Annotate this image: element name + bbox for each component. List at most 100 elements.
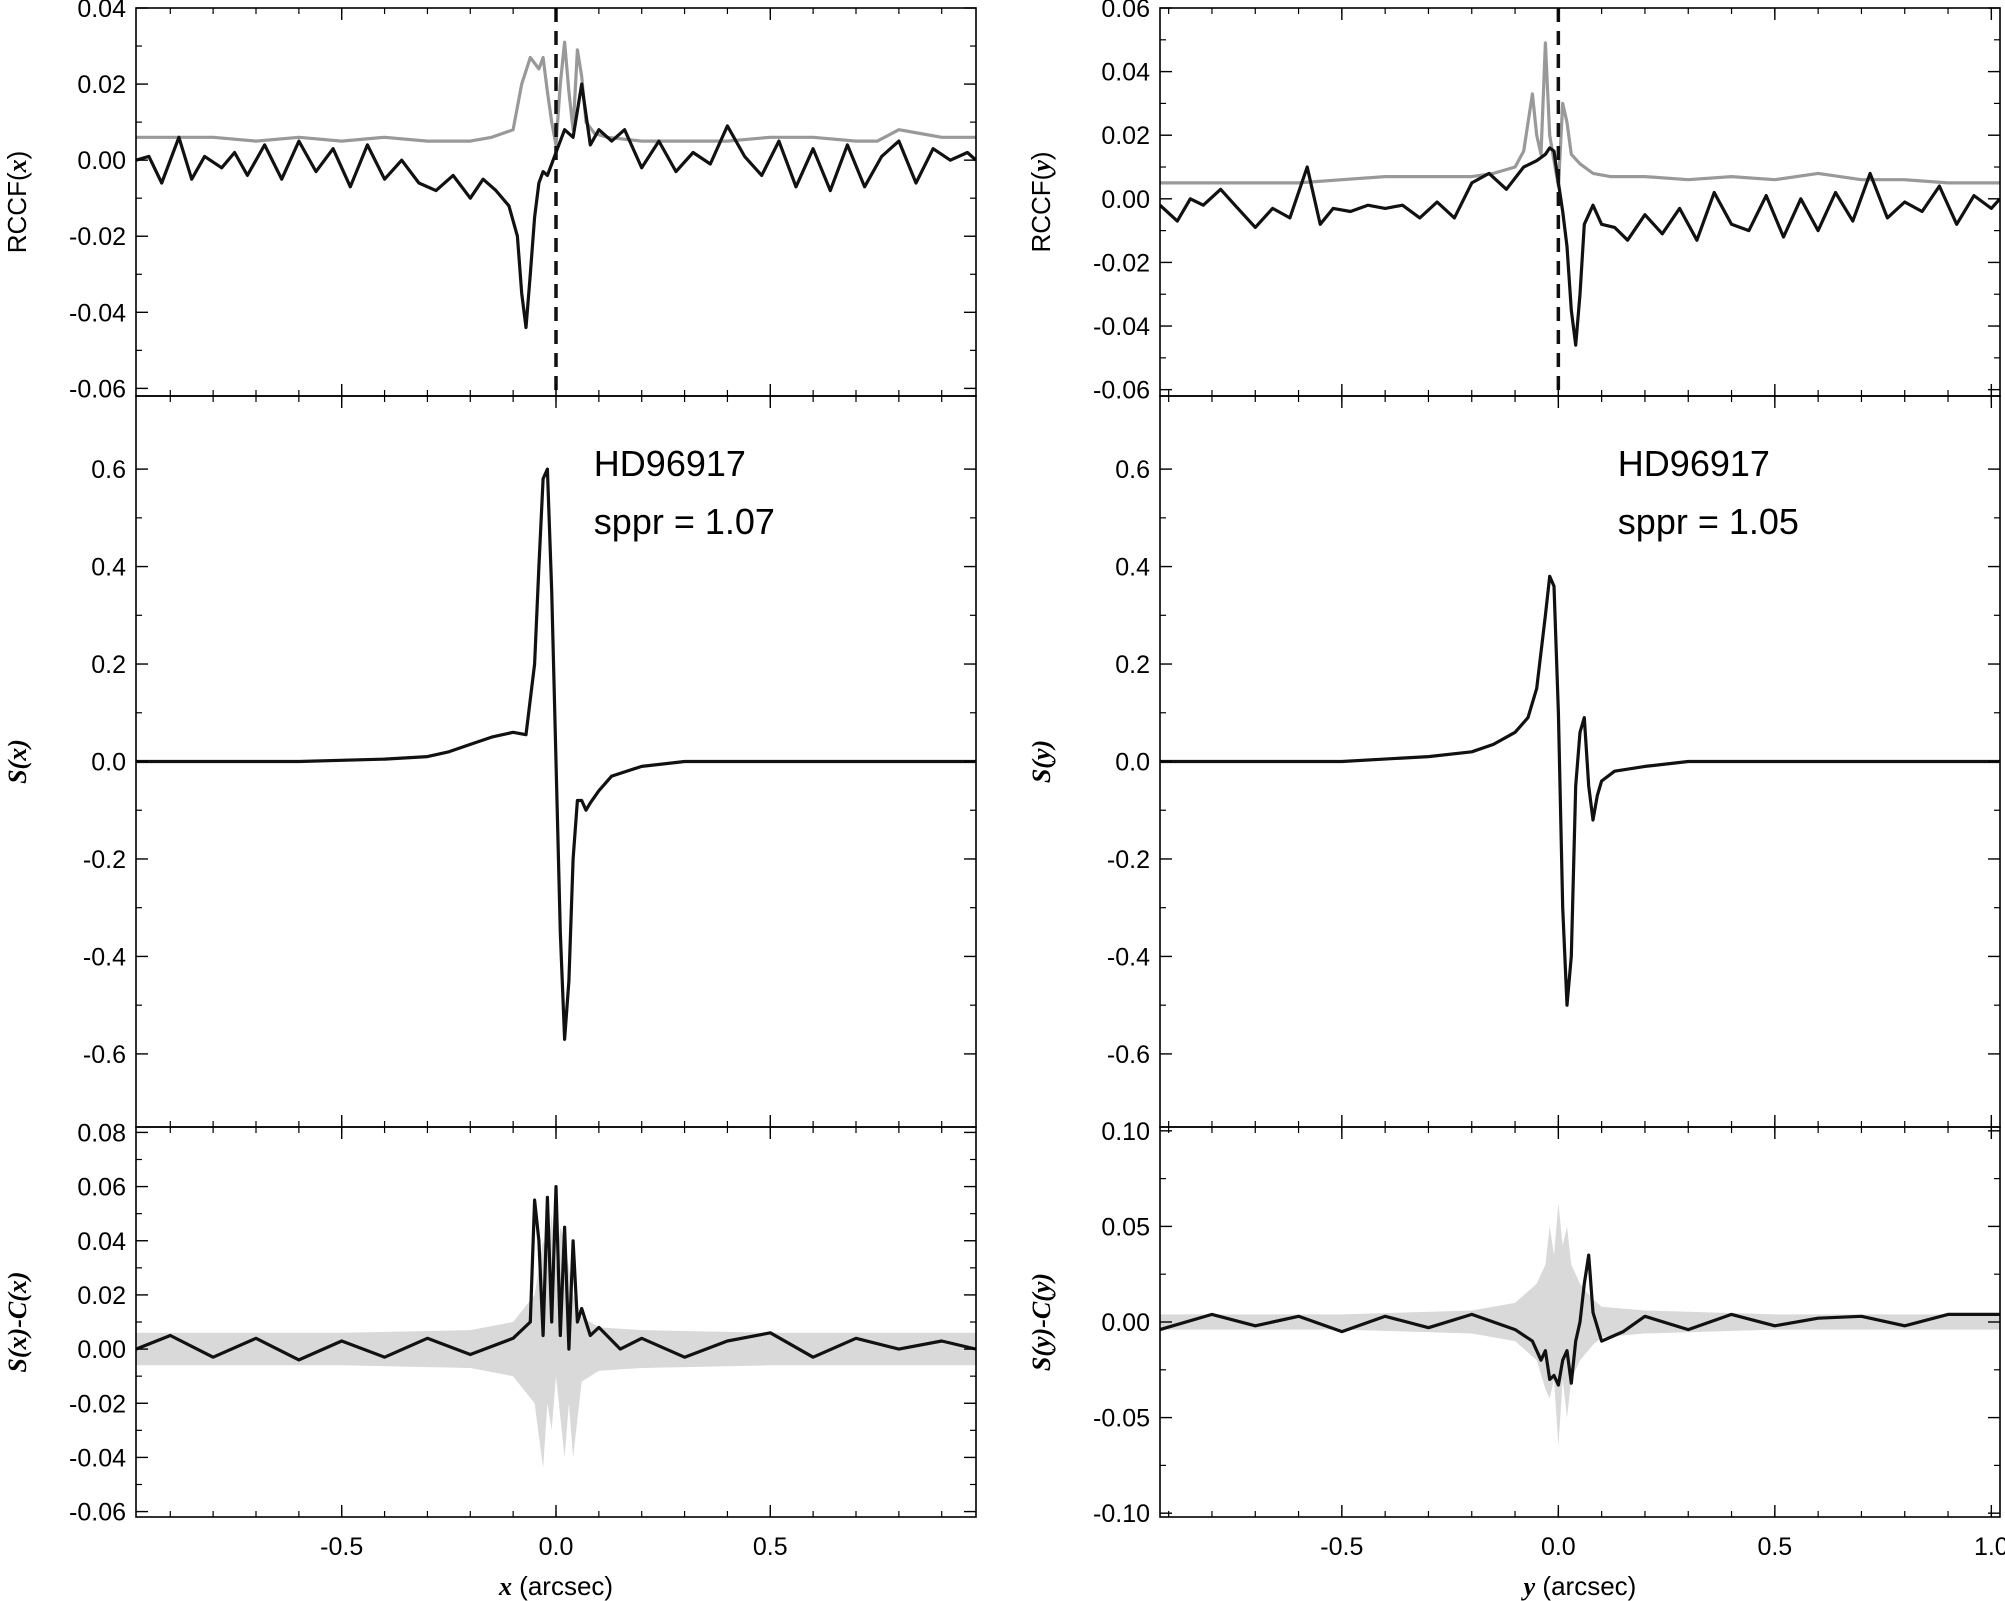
ylabel-suffix: ): [1026, 151, 1056, 160]
xlabel-unit: (arcsec): [512, 1571, 613, 1601]
ytick-label: 0.02: [77, 1282, 126, 1310]
plot-area-rccf-x: [136, 8, 976, 396]
series-line-0: [1160, 41, 2000, 188]
ytick-label: -0.2: [1107, 846, 1150, 874]
ytick-label: -0.04: [69, 1444, 126, 1472]
ylabel-mid: )-C(: [1027, 1291, 1056, 1339]
y-axis-title: S(x): [3, 739, 32, 784]
panel-resid-y: 0.100.050.00-0.05-0.10-0.5 0.0 0.5 1.0S(y)-…: [1027, 1118, 2005, 1601]
ytick-label: -0.02: [69, 1390, 126, 1418]
ylabel-prefix: S(: [3, 1347, 32, 1372]
ytick-label: 0.10: [1101, 1118, 1150, 1146]
ylabel-var: y: [1027, 160, 1056, 175]
y-axis-title: RCCF(x): [2, 151, 32, 254]
ytick-label: 0.02: [77, 71, 126, 99]
panel-rccf-y: 0.06 0.04 0.02 0.00 -0.02 -0.04 -0.06 RCCF(y): [1026, 0, 2001, 405]
x-axis-title: x (arcsec): [498, 1571, 613, 1601]
y-axis-title: S(y): [1027, 740, 1056, 783]
ylabel-var: y: [1027, 1336, 1056, 1351]
ytick-label: -0.04: [1093, 313, 1150, 341]
ytick-label: -0.4: [1107, 943, 1150, 971]
series-line-0: [1160, 574, 2000, 1007]
ytick-label: -0.4: [83, 943, 126, 971]
ytick-label: 0.0: [91, 749, 126, 777]
series-line-0: [136, 40, 976, 147]
ytick-label: 0.06: [1101, 0, 1150, 23]
y-axis-title: S(x)-C(x): [3, 1271, 32, 1372]
x-axis-title: y (arcsec): [1521, 1571, 1637, 1601]
ytick-label: 0.6: [91, 456, 126, 484]
ylabel-var: x: [3, 1336, 32, 1350]
ylabel-suffix: ): [3, 1271, 32, 1282]
ylabel-suffix: ): [1027, 740, 1056, 751]
ytick-label: -0.6: [1107, 1041, 1150, 1069]
panel-rccf-x: 0.04 0.02 0.00 -0.02 -0.04 -0.06 RCCF(x): [2, 0, 977, 403]
ytick-label: -0.02: [1093, 249, 1150, 277]
series-line-0: [136, 467, 976, 1041]
plot-area-resid-y: [1160, 1203, 2000, 1447]
ytick-label: -0.02: [69, 223, 126, 251]
series-line-0: [1160, 1253, 2000, 1387]
ytick-label: -0.06: [69, 375, 126, 403]
ylabel-var2: y: [1027, 1281, 1056, 1296]
ytick-label: 0.08: [77, 1119, 126, 1147]
ytick-label: 0.04: [77, 0, 126, 23]
ytick-label: 0.00: [77, 147, 126, 175]
y-axis-title: RCCF(y): [1026, 151, 1056, 252]
ytick-label: 0.02: [1101, 122, 1150, 150]
ytick-label: -0.10: [1093, 1500, 1150, 1528]
ytick-label: -0.06: [69, 1499, 126, 1527]
annotation-0: HD96917: [1618, 443, 1770, 484]
ylabel-prefix: S(: [1027, 758, 1056, 783]
xlabel-unit: (arcsec): [1535, 1571, 1636, 1601]
ytick-label: 0.0: [1115, 749, 1150, 777]
annotation-1: sppr = 1.07: [594, 501, 775, 542]
xtick-label: 0.0: [539, 1533, 574, 1561]
plot-area-s-y: [1160, 574, 2000, 1007]
ytick-label: 0.04: [1101, 59, 1150, 87]
ylabel-prefix: RCCF(: [2, 172, 32, 253]
ytick-label: 0.4: [91, 554, 126, 582]
panel-s-x: 0.6 0.4 0.2 0.0 -0.2 -0.4 -0.6 S(x) HD96917 sppr …: [3, 395, 977, 1128]
xtick-label: -0.5: [1320, 1533, 1363, 1561]
ytick-label: 0.00: [1101, 186, 1150, 214]
panel-frame: [1159, 7, 2001, 397]
y-axis-title: S(y)-C(y): [1027, 1273, 1056, 1371]
ylabel-var: y: [1027, 748, 1056, 763]
series-line-1: [136, 82, 976, 330]
xtick-label: 0.5: [753, 1533, 788, 1561]
ytick-label: 0.04: [77, 1228, 126, 1256]
ytick-label: 0.4: [1115, 554, 1150, 582]
ylabel-var: x: [3, 159, 32, 173]
plot-area-rccf-y: [1160, 8, 2000, 396]
ytick-label: 0.06: [77, 1174, 126, 1202]
xtick-label: 0.0: [1541, 1533, 1576, 1561]
ytick-label: 0.6: [1115, 456, 1150, 484]
panel-resid-x: 0.08 0.06 0.04 0.02 0.00 -0.02 -0.04 -0.06 -0.5 0…: [3, 1119, 977, 1601]
ylabel-prefix: S(: [1027, 1346, 1056, 1371]
xtick-label: 1.0: [1974, 1533, 2005, 1561]
ytick-label: -0.2: [83, 846, 126, 874]
ytick-label: 0.2: [91, 651, 126, 679]
panel-s-y: 0.6 0.4 0.2 0.0 -0.2 -0.4 -0.6 S(y) HD96917 sppr …: [1027, 395, 2001, 1128]
annotation-0: HD96917: [594, 443, 746, 484]
series-line-1: [1160, 146, 2000, 347]
ylabel-var: x: [3, 748, 32, 762]
ylabel-var2: x: [3, 1280, 32, 1294]
ytick-label: -0.05: [1093, 1405, 1150, 1433]
ytick-label: -0.06: [1093, 377, 1150, 405]
ytick-label: 0.05: [1101, 1213, 1150, 1241]
xlabel-var: y: [1521, 1572, 1536, 1601]
series-line-0: [136, 1185, 976, 1362]
ytick-label: 0.00: [77, 1336, 126, 1364]
xtick-label: -0.5: [320, 1533, 363, 1561]
ylabel-suffix: ): [1027, 1273, 1056, 1284]
ylabel-prefix: RCCF(: [1026, 171, 1056, 252]
ylabel-prefix: S(: [3, 758, 32, 783]
xtick-label: 0.5: [1757, 1533, 1792, 1561]
ytick-label: 0.2: [1115, 651, 1150, 679]
annotation-1: sppr = 1.05: [1618, 501, 1799, 542]
xlabel-var: x: [498, 1572, 512, 1601]
uncertainty-band: [136, 1213, 976, 1469]
